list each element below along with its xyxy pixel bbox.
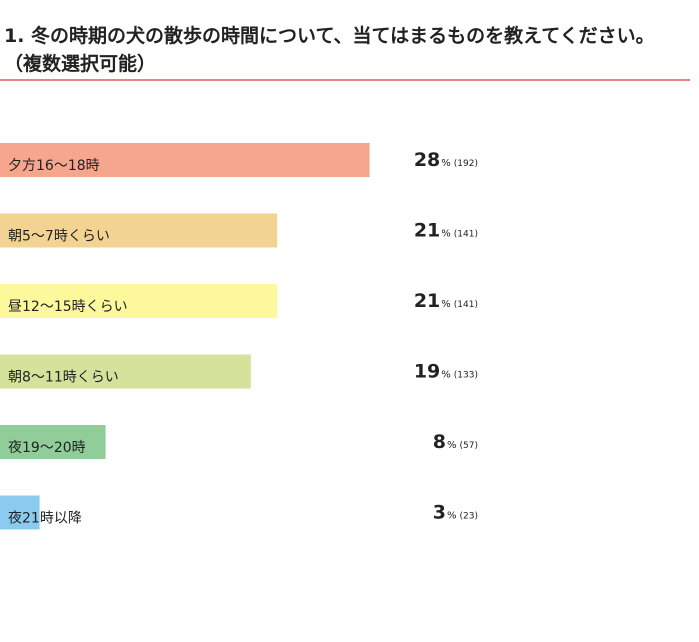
bar: [0, 284, 278, 318]
count-label: (141): [454, 230, 478, 240]
count-label: (57): [460, 441, 478, 451]
value-label: 8: [433, 431, 446, 453]
bar: [0, 213, 278, 248]
count-label: (133): [454, 371, 478, 381]
unit-label: %: [447, 511, 457, 522]
unit-label: %: [441, 158, 451, 169]
bar: [0, 425, 106, 459]
unit-label: %: [441, 229, 451, 240]
unit-label: %: [441, 370, 451, 381]
value-label-group: 8% (57): [433, 431, 478, 453]
unit-label: %: [441, 299, 451, 310]
count-label: (141): [454, 300, 478, 310]
count-label: (23): [460, 512, 478, 522]
value-label-group: 19% (133): [414, 361, 478, 383]
category-label: 夜21時以降: [8, 511, 82, 527]
chart-subtitle: （複数選択可能）: [4, 52, 156, 75]
category-label: 朝8〜11時くらい: [8, 370, 119, 386]
value-label-group: 21% (141): [414, 290, 478, 312]
count-label: (192): [454, 159, 478, 169]
value-label: 28: [414, 149, 440, 171]
category-label: 夕方16〜18時: [8, 158, 100, 174]
bar: [0, 354, 251, 389]
value-label: 3: [433, 502, 446, 524]
bar: [0, 143, 370, 177]
bar: [0, 495, 40, 530]
unit-label: %: [447, 440, 457, 451]
value-label: 21: [414, 220, 440, 242]
chart-title: 1. 冬の時期の犬の散歩の時間について、当てはまるものを教えてください。: [4, 24, 655, 47]
value-label: 19: [414, 361, 440, 383]
value-label-group: 3% (23): [433, 502, 478, 524]
value-label-group: 28% (192): [414, 149, 478, 171]
category-label: 朝5〜7時くらい: [8, 229, 110, 245]
category-label: 昼12〜15時くらい: [8, 299, 128, 315]
value-label: 21: [414, 290, 440, 312]
value-label-group: 21% (141): [414, 220, 478, 242]
category-label: 夜19〜20時: [8, 440, 86, 456]
